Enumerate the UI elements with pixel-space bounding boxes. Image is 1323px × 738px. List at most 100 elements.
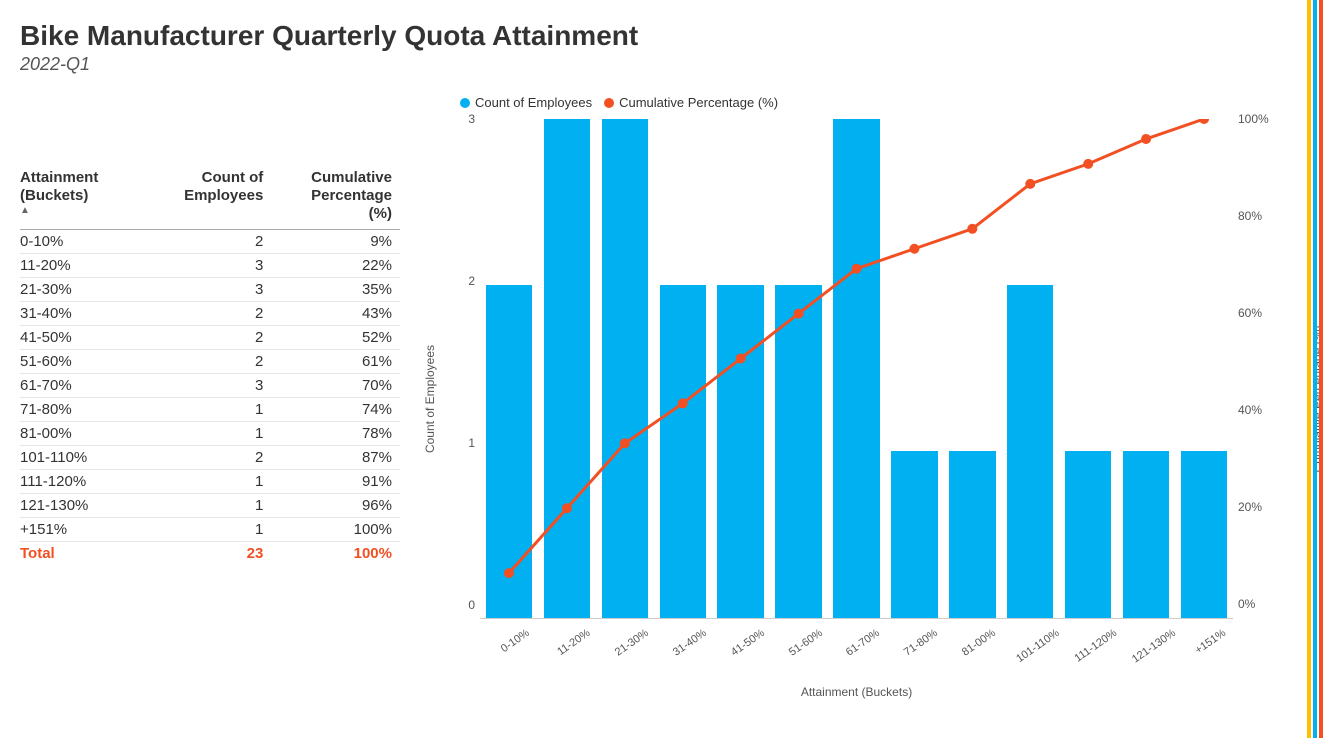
page-title: Bike Manufacturer Quarterly Quota Attain…: [20, 20, 1293, 52]
y-right-tick: 100%: [1238, 112, 1269, 126]
bar[interactable]: [949, 451, 995, 617]
bar[interactable]: [891, 451, 937, 617]
bar-slot: [1175, 119, 1233, 618]
table-row: 51-60%261%: [20, 350, 400, 374]
cell-cumulative: 91%: [271, 470, 400, 494]
legend-dot-icon: [460, 98, 470, 108]
bar-slot: [596, 119, 654, 618]
cell-cumulative: 100%: [271, 518, 400, 542]
cell-bucket: 21-30%: [20, 278, 145, 302]
cell-bucket: 61-70%: [20, 374, 145, 398]
cell-cumulative: 22%: [271, 254, 400, 278]
cell-cumulative: 87%: [271, 446, 400, 470]
x-tick-label: 0-10%: [499, 627, 532, 655]
decoration-stripe: [1319, 0, 1323, 738]
chart-area: Count of Employees Cumulative Percentage…: [480, 119, 1233, 679]
bar[interactable]: [1065, 451, 1111, 617]
bar[interactable]: [775, 285, 821, 618]
decoration-stripes: [1307, 0, 1323, 738]
y-right-tick: 60%: [1238, 306, 1262, 320]
cell-cumulative: 78%: [271, 422, 400, 446]
cell-bucket: 111-120%: [20, 470, 145, 494]
bar-slot: [943, 119, 1001, 618]
x-tick-label: 81-00%: [960, 627, 998, 659]
y-right-tick: 0%: [1238, 597, 1255, 611]
x-axis-labels: 0-10%11-20%21-30%31-40%41-50%51-60%61-70…: [480, 619, 1233, 679]
cell-cumulative: 61%: [271, 350, 400, 374]
chart-legend: Count of Employees Cumulative Percentage …: [460, 95, 1293, 111]
bar[interactable]: [1007, 285, 1053, 618]
cell-bucket: 51-60%: [20, 350, 145, 374]
y-right-tick: 80%: [1238, 209, 1262, 223]
y-left-axis-title: Count of Employees: [423, 344, 437, 452]
cell-bucket: 41-50%: [20, 326, 145, 350]
x-tick-label: 101-110%: [1015, 627, 1062, 665]
cell-count: 2: [145, 446, 271, 470]
y-left-tick: 2: [468, 274, 475, 288]
cell-bucket: 101-110%: [20, 446, 145, 470]
x-axis-title: Attainment (Buckets): [801, 685, 912, 699]
bar[interactable]: [833, 119, 879, 618]
cell-cumulative: 74%: [271, 398, 400, 422]
bar-slot: [1117, 119, 1175, 618]
table-row: 0-10%29%: [20, 230, 400, 254]
y-right-axis: 100%80%60%40%20%0%: [1238, 119, 1283, 619]
data-table: Attainment(Buckets)▲Count ofEmployeesCum…: [20, 165, 400, 565]
cell-bucket: 31-40%: [20, 302, 145, 326]
y-left-tick: 3: [468, 112, 475, 126]
cell-count: 3: [145, 254, 271, 278]
cell-cumulative: 52%: [271, 326, 400, 350]
bar-slot: [770, 119, 828, 618]
cell-count: 1: [145, 422, 271, 446]
table-row: 21-30%335%: [20, 278, 400, 302]
x-tick-label: 121-130%: [1130, 627, 1178, 666]
y-left-tick: 0: [468, 598, 475, 612]
bar[interactable]: [717, 285, 763, 618]
x-tick-label: 111-120%: [1073, 627, 1120, 665]
cell-count: 1: [145, 518, 271, 542]
legend-label: Count of Employees: [475, 95, 592, 110]
cell-bucket: 11-20%: [20, 254, 145, 278]
x-tick-label: 21-30%: [613, 627, 651, 659]
bar[interactable]: [660, 285, 706, 618]
bar[interactable]: [1123, 451, 1169, 617]
column-header[interactable]: Count ofEmployees: [145, 165, 271, 230]
legend-item[interactable]: Cumulative Percentage (%): [604, 95, 778, 110]
cell-cumulative: 43%: [271, 302, 400, 326]
page-subtitle: 2022-Q1: [20, 54, 1293, 75]
y-left-tick: 1: [468, 436, 475, 450]
bar-slot: [538, 119, 596, 618]
bar[interactable]: [1181, 451, 1227, 617]
cell-cumulative: 70%: [271, 374, 400, 398]
x-tick-label: +151%: [1193, 627, 1228, 657]
plot-area: [480, 119, 1233, 619]
bar-slot: [1059, 119, 1117, 618]
table-row: 121-130%196%: [20, 494, 400, 518]
table-row: 41-50%252%: [20, 326, 400, 350]
table-row: 101-110%287%: [20, 446, 400, 470]
bar[interactable]: [602, 119, 648, 618]
cell-bucket: 121-130%: [20, 494, 145, 518]
table-row: 71-80%174%: [20, 398, 400, 422]
column-header[interactable]: CumulativePercentage(%): [271, 165, 400, 230]
bars-container: [480, 119, 1233, 618]
bar[interactable]: [486, 285, 532, 618]
cell-cumulative: 9%: [271, 230, 400, 254]
sort-asc-icon: ▲: [20, 205, 137, 217]
cell-bucket: +151%: [20, 518, 145, 542]
bar-slot: [828, 119, 886, 618]
table-row: 81-00%178%: [20, 422, 400, 446]
column-header[interactable]: Attainment(Buckets)▲: [20, 165, 145, 230]
bar[interactable]: [544, 119, 590, 618]
x-tick-label: 61-70%: [844, 627, 882, 659]
bar-slot: [654, 119, 712, 618]
cell-cumulative: 96%: [271, 494, 400, 518]
cell-count: 1: [145, 470, 271, 494]
x-tick-label: 11-20%: [555, 627, 592, 658]
cell-count: 2: [145, 230, 271, 254]
decoration-stripe: [1313, 0, 1317, 738]
legend-item[interactable]: Count of Employees: [460, 95, 592, 110]
chart-panel: Count of Employees Cumulative Percentage …: [430, 85, 1293, 738]
cell-count: 1: [145, 398, 271, 422]
data-table-panel: Attainment(Buckets)▲Count ofEmployeesCum…: [20, 85, 400, 738]
